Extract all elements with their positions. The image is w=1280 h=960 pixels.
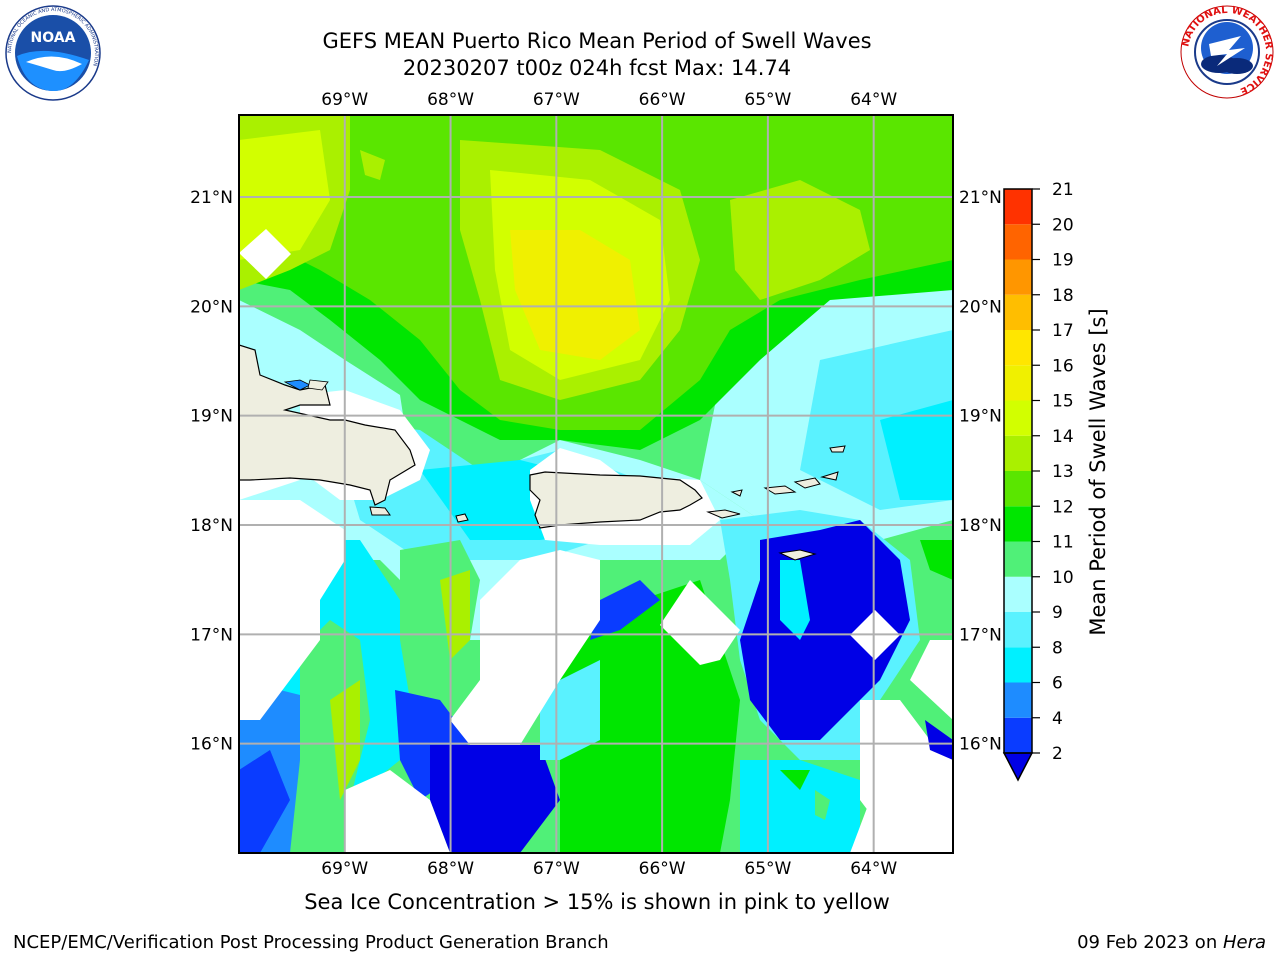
lat-tick-label: 20°N — [959, 297, 1002, 317]
lat-tick-label: 16°N — [190, 735, 233, 755]
lon-tick-label: 65°W — [744, 859, 791, 879]
footer-date-text: 09 Feb 2023 on — [1077, 932, 1223, 953]
lat-tick-label: 20°N — [190, 297, 233, 317]
lon-tick-label: 65°W — [744, 90, 791, 110]
lat-tick-label: 18°N — [959, 516, 1002, 536]
lon-tick-label: 68°W — [427, 90, 474, 110]
nws-logo: NATIONAL WEATHER SERVICE — [1180, 5, 1274, 99]
footer-host: Hera — [1222, 932, 1266, 953]
noaa-logo-text: NOAA — [31, 30, 76, 46]
contour-field — [239, 115, 953, 853]
lon-ticks-bottom: 69°W 68°W 67°W 66°W 65°W 64°W — [321, 859, 897, 879]
footer-date: 09 Feb 2023 on Hera — [1077, 932, 1266, 953]
map-frame — [238, 114, 954, 854]
footer-credit: NCEP/EMC/Verification Post Processing Pr… — [13, 932, 609, 953]
lon-tick-label: 67°W — [533, 90, 580, 110]
map-title: GEFS MEAN Puerto Rico Mean Period of Swe… — [322, 29, 872, 53]
lon-tick-label: 66°W — [639, 90, 686, 110]
lat-tick-label: 17°N — [959, 625, 1002, 645]
puerto-rico-landmass — [529, 471, 703, 529]
lat-tick-label: 21°N — [959, 188, 1002, 208]
lat-ticks-right: 21°N 20°N 19°N 18°N 17°N 16°N — [959, 188, 1002, 755]
lon-tick-label: 64°W — [850, 90, 897, 110]
noaa-logo: NOAA NATIONAL OCEANIC AND ATMOSPHERIC AD… — [5, 5, 101, 101]
lat-tick-label: 21°N — [190, 188, 233, 208]
lon-tick-label: 69°W — [321, 90, 368, 110]
lat-ticks-left: 21°N 20°N 19°N 18°N 17°N 16°N — [190, 188, 233, 755]
lon-tick-label: 67°W — [533, 859, 580, 879]
lat-tick-label: 19°N — [190, 407, 233, 427]
lat-tick-label: 19°N — [959, 407, 1002, 427]
lon-tick-label: 68°W — [427, 859, 474, 879]
lat-tick-label: 17°N — [190, 625, 233, 645]
sea-ice-note: Sea Ice Concentration > 15% is shown in … — [304, 890, 890, 914]
lon-ticks-top: 69°W 68°W 67°W 66°W 65°W 64°W — [321, 90, 897, 110]
lat-tick-label: 18°N — [190, 516, 233, 536]
map-gridlines — [239, 115, 953, 853]
lon-tick-label: 64°W — [850, 859, 897, 879]
lat-tick-label: 16°N — [959, 735, 1002, 755]
lon-tick-label: 66°W — [639, 859, 686, 879]
lon-tick-label: 69°W — [321, 859, 368, 879]
map-subtitle: 20230207 t00z 024h fcst Max: 14.74 — [402, 56, 792, 80]
